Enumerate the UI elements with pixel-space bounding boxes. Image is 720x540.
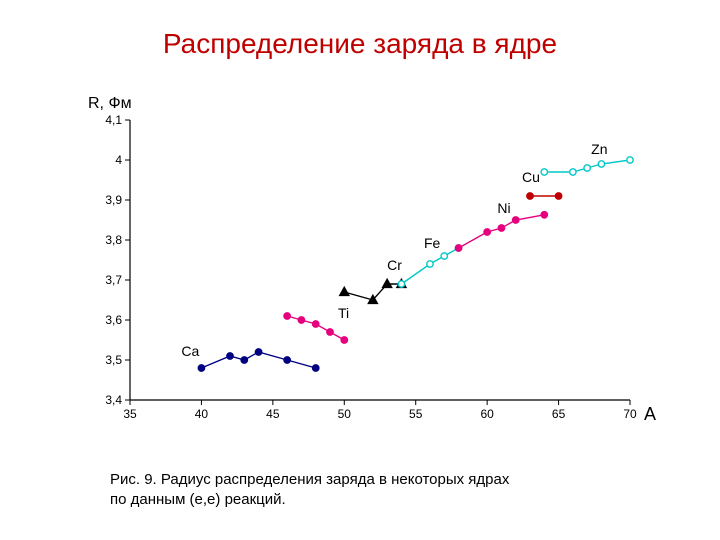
svg-text:65: 65 [552, 407, 566, 421]
series-label-Ni: Ni [497, 200, 510, 216]
series-Ti [287, 316, 344, 340]
svg-text:3,6: 3,6 [105, 313, 122, 327]
svg-text:3,7: 3,7 [105, 273, 122, 287]
series-label-Zn: Zn [591, 141, 607, 157]
page-title: Распределение заряда в ядре [0, 28, 720, 60]
chart-svg: 3,4 3,5 3,6 3,7 3,8 3,9 4 4,1 35 40 45 50 55 60 65 70 R,… [70, 90, 660, 430]
svg-text:50: 50 [338, 407, 352, 421]
svg-text:3,9: 3,9 [105, 193, 122, 207]
svg-text:35: 35 [123, 407, 137, 421]
series-label-Cu: Cu [522, 169, 540, 185]
svg-text:R, Фм: R, Фм [88, 95, 132, 112]
figure-caption: Рис. 9. Радиус распределения заряда в не… [110, 470, 510, 509]
svg-text:3,4: 3,4 [105, 393, 122, 407]
series-label-Ti: Ti [338, 305, 349, 321]
svg-text:A: A [644, 404, 656, 424]
svg-text:4: 4 [115, 153, 122, 167]
svg-text:3,5: 3,5 [105, 353, 122, 367]
series-label-Ca: Ca [181, 343, 199, 359]
svg-text:40: 40 [195, 407, 209, 421]
svg-text:70: 70 [623, 407, 637, 421]
svg-text:60: 60 [480, 407, 494, 421]
svg-text:55: 55 [409, 407, 423, 421]
svg-text:4,1: 4,1 [105, 113, 122, 127]
chart-container: 3,4 3,5 3,6 3,7 3,8 3,9 4 4,1 35 40 45 50 55 60 65 70 R,… [70, 90, 660, 430]
svg-text:3,8: 3,8 [105, 233, 122, 247]
series-label-Fe: Fe [424, 235, 441, 251]
svg-text:45: 45 [266, 407, 280, 421]
series-label-Cr: Cr [387, 257, 402, 273]
